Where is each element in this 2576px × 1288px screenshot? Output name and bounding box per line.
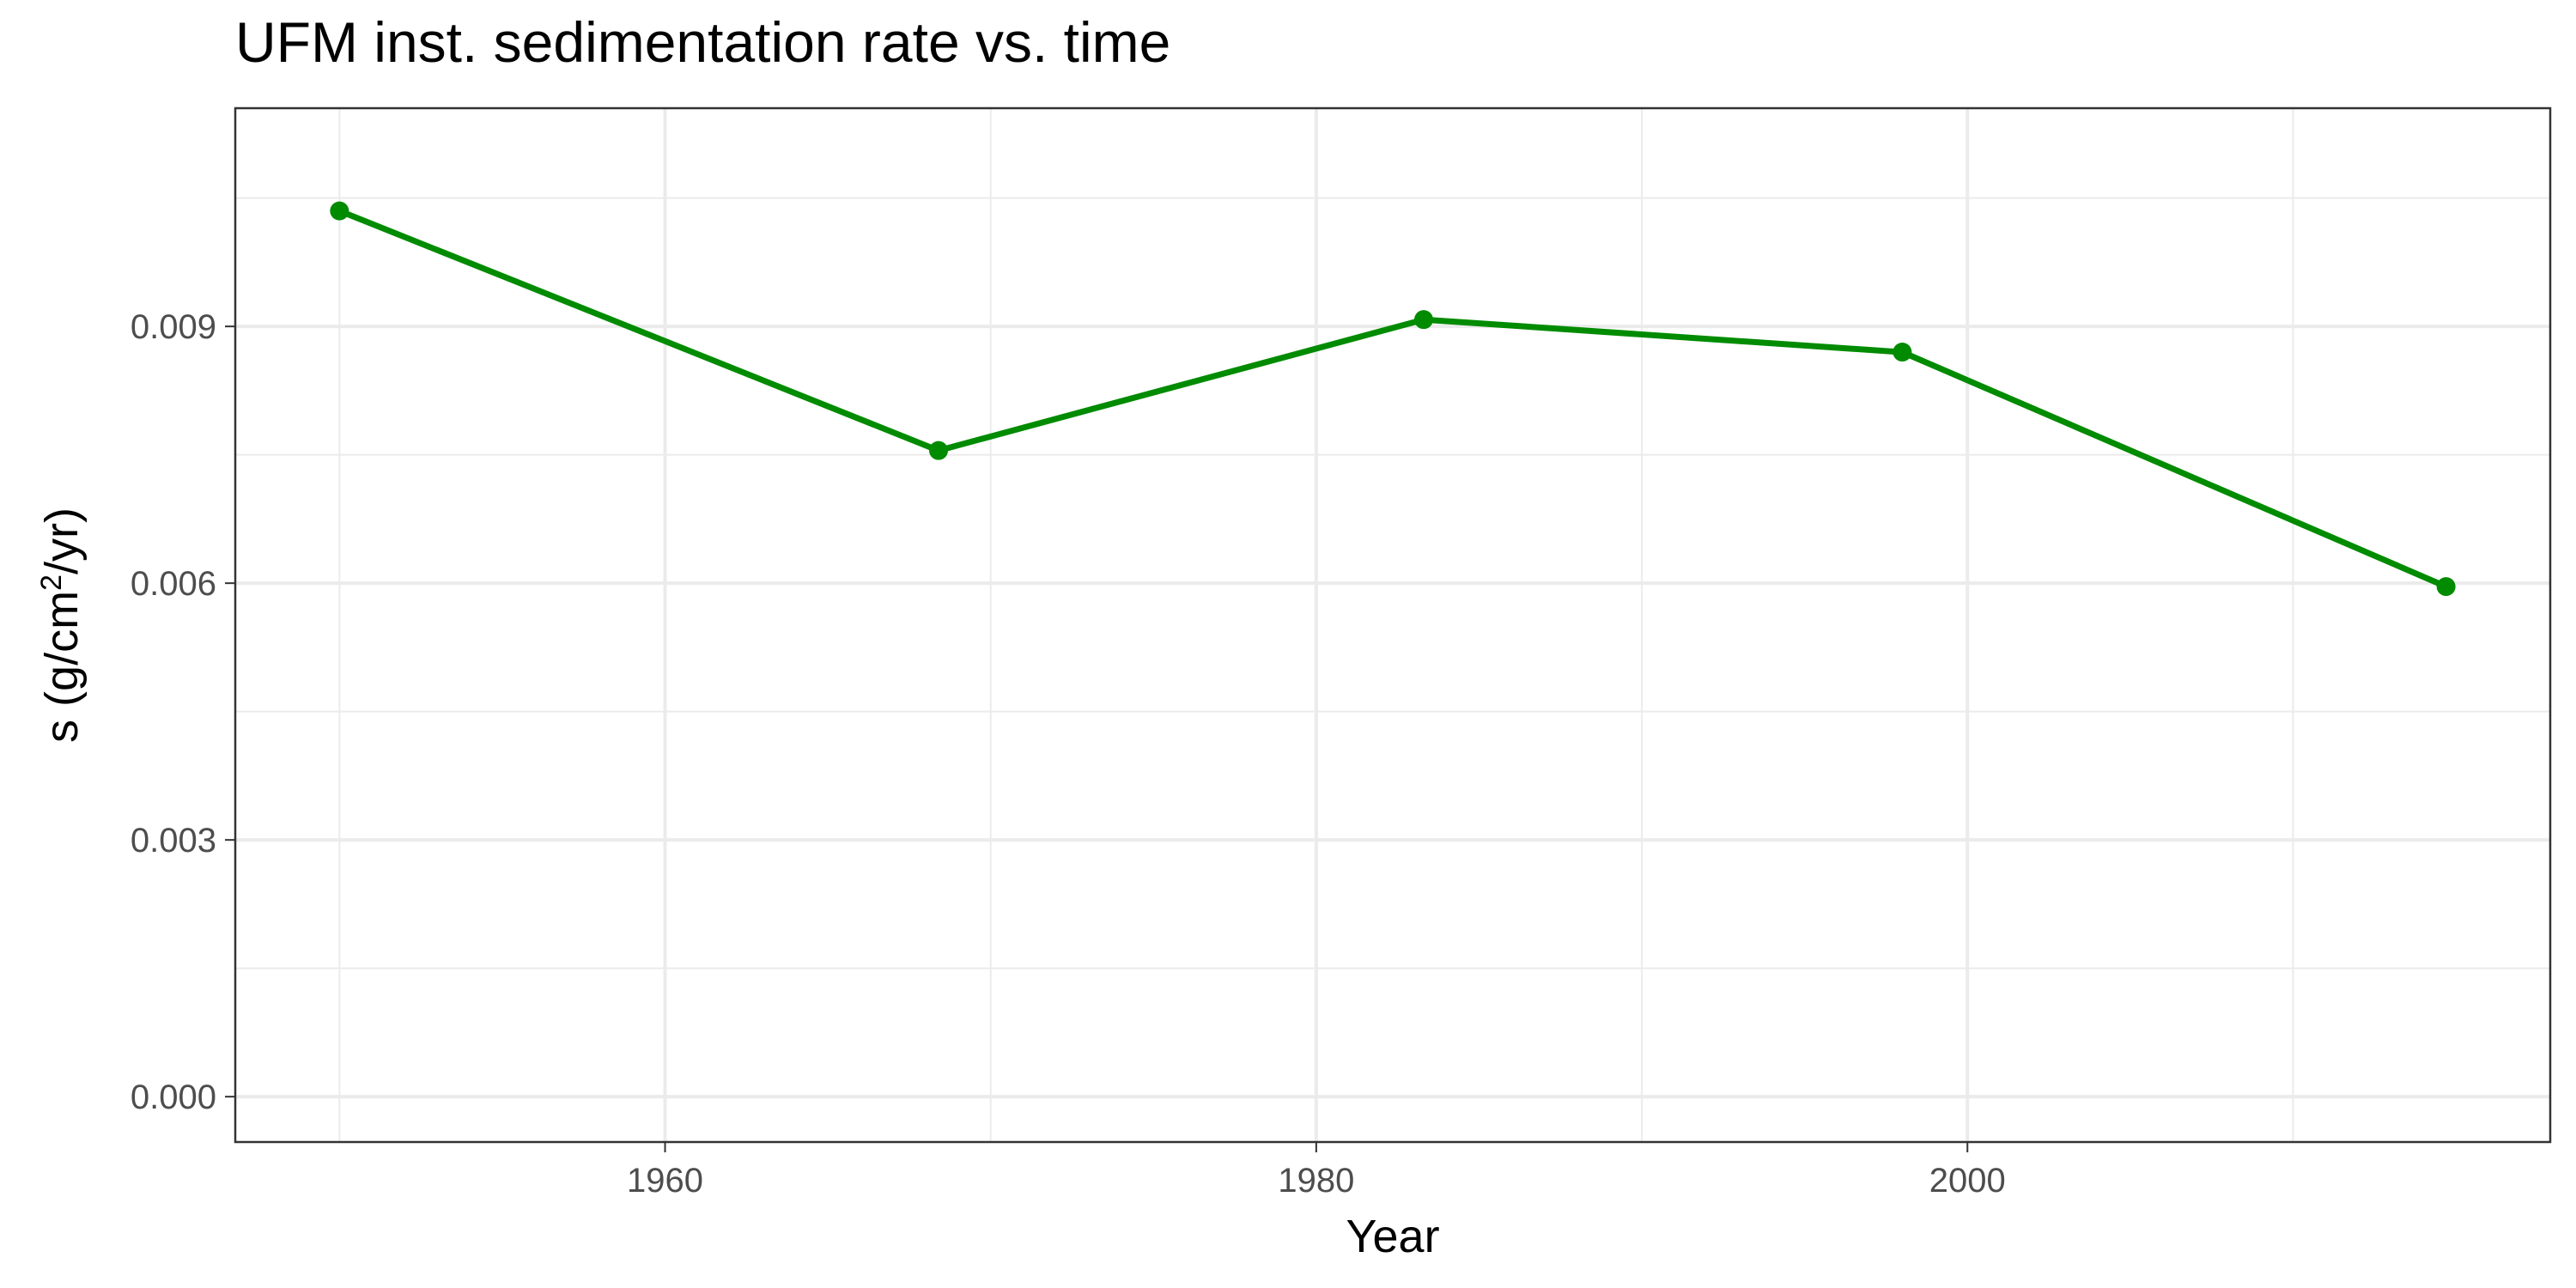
y-axis-title-tail: /yr) [36, 507, 88, 574]
x-axis: 1960 1980 2000 [627, 1142, 2006, 1200]
chart-title: UFM inst. sedimentation rate vs. time [235, 10, 1170, 74]
x-axis-title: Year [1346, 1211, 1439, 1262]
series-layer [330, 201, 2456, 597]
y-tick-label-1: 0.003 [131, 822, 216, 860]
y-tick-label-3: 0.009 [131, 308, 216, 346]
data-point-4 [2436, 577, 2456, 597]
data-point-3 [1893, 343, 1912, 362]
y-axis-title-main: s (g/cm [36, 591, 88, 743]
y-axis-title: s (g/cm2/yr) [35, 507, 88, 743]
data-point-0 [330, 201, 349, 221]
y-tick-label-0: 0.000 [131, 1078, 216, 1116]
plot-panel-background [235, 108, 2550, 1142]
y-axis: 0.000 0.003 0.006 0.009 [131, 308, 235, 1116]
x-tick-label-2: 2000 [1929, 1162, 2006, 1200]
plot-panel-border [234, 106, 2552, 1144]
y-axis-title-superscript: 2 [35, 574, 68, 591]
data-point-1 [929, 440, 949, 460]
x-tick-label-0: 1960 [627, 1162, 703, 1200]
x-tick-label-1: 1980 [1278, 1162, 1354, 1200]
y-tick-label-2: 0.006 [131, 565, 216, 603]
minor-gridlines [235, 108, 2550, 1142]
data-point-2 [1414, 310, 1434, 330]
